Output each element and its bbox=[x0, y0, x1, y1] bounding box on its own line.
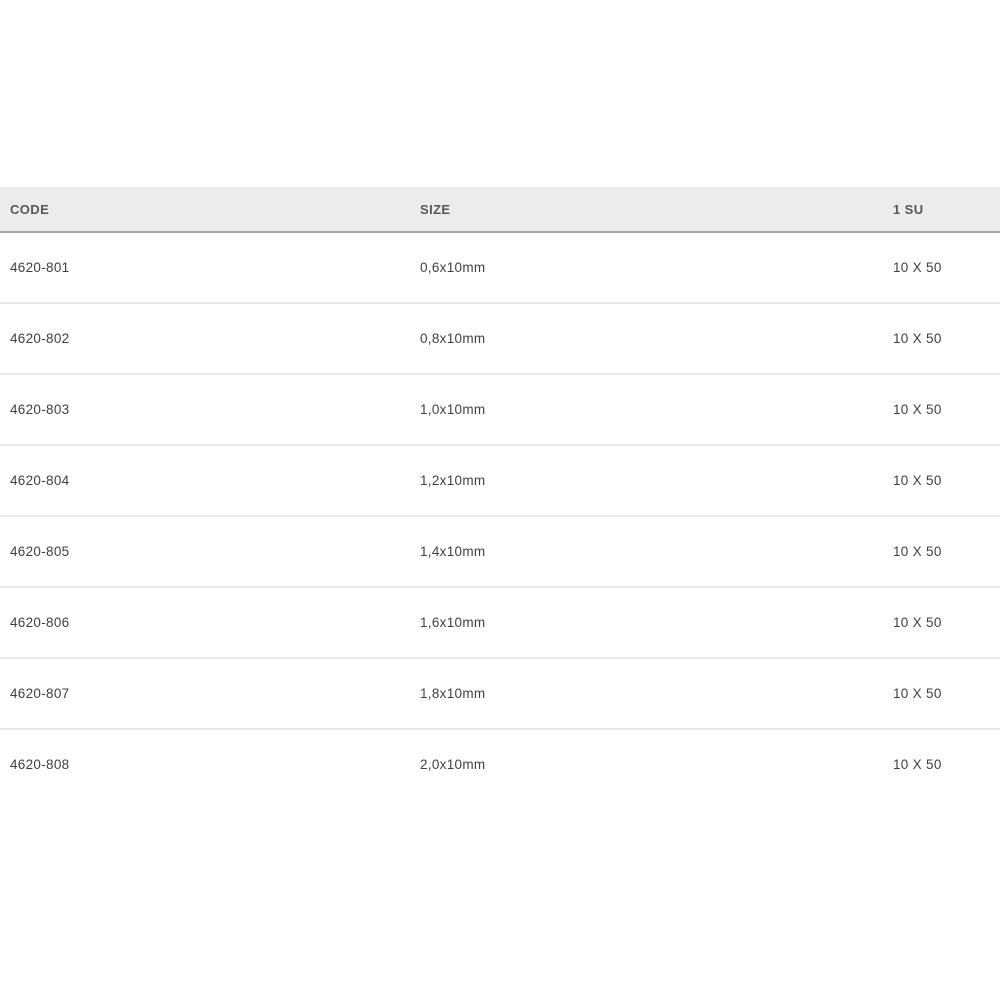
column-header-size: SIZE bbox=[420, 201, 451, 217]
table-row: 4620-806 1,6x10mm 10 X 50 bbox=[0, 588, 1000, 659]
cell-code: 4620-801 bbox=[10, 260, 70, 275]
table-row: 4620-802 0,8x10mm 10 X 50 bbox=[0, 304, 1000, 375]
column-header-1su: 1 SU bbox=[893, 201, 924, 217]
cell-code: 4620-802 bbox=[10, 331, 70, 346]
product-spec-table: CODE SIZE 1 SU 4620-801 0,6x10mm 10 X 50… bbox=[0, 187, 1000, 799]
cell-code: 4620-804 bbox=[10, 473, 70, 488]
table-row: 4620-805 1,4x10mm 10 X 50 bbox=[0, 517, 1000, 588]
cell-size: 1,4x10mm bbox=[420, 544, 486, 559]
cell-code: 4620-805 bbox=[10, 544, 70, 559]
cell-size: 1,8x10mm bbox=[420, 686, 486, 701]
table-row: 4620-801 0,6x10mm 10 X 50 bbox=[0, 233, 1000, 304]
column-header-code: CODE bbox=[10, 201, 50, 217]
cell-code: 4620-807 bbox=[10, 686, 70, 701]
cell-size: 1,2x10mm bbox=[420, 473, 486, 488]
cell-code: 4620-808 bbox=[10, 757, 70, 772]
cell-su: 10 X 50 bbox=[893, 402, 942, 417]
cell-code: 4620-803 bbox=[10, 402, 70, 417]
cell-size: 2,0x10mm bbox=[420, 757, 486, 772]
cell-su: 10 X 50 bbox=[893, 686, 942, 701]
cell-su: 10 X 50 bbox=[893, 615, 942, 630]
table-header-row: CODE SIZE 1 SU bbox=[0, 187, 1000, 233]
table-row: 4620-803 1,0x10mm 10 X 50 bbox=[0, 375, 1000, 446]
table-row: 4620-808 2,0x10mm 10 X 50 bbox=[0, 730, 1000, 799]
cell-su: 10 X 50 bbox=[893, 757, 942, 772]
cell-size: 1,0x10mm bbox=[420, 402, 486, 417]
cell-su: 10 X 50 bbox=[893, 473, 942, 488]
cell-code: 4620-806 bbox=[10, 615, 70, 630]
table-row: 4620-804 1,2x10mm 10 X 50 bbox=[0, 446, 1000, 517]
cell-su: 10 X 50 bbox=[893, 260, 942, 275]
cell-size: 0,6x10mm bbox=[420, 260, 486, 275]
cell-su: 10 X 50 bbox=[893, 331, 942, 346]
cell-size: 1,6x10mm bbox=[420, 615, 486, 630]
table-row: 4620-807 1,8x10mm 10 X 50 bbox=[0, 659, 1000, 730]
cell-su: 10 X 50 bbox=[893, 544, 942, 559]
cell-size: 0,8x10mm bbox=[420, 331, 486, 346]
